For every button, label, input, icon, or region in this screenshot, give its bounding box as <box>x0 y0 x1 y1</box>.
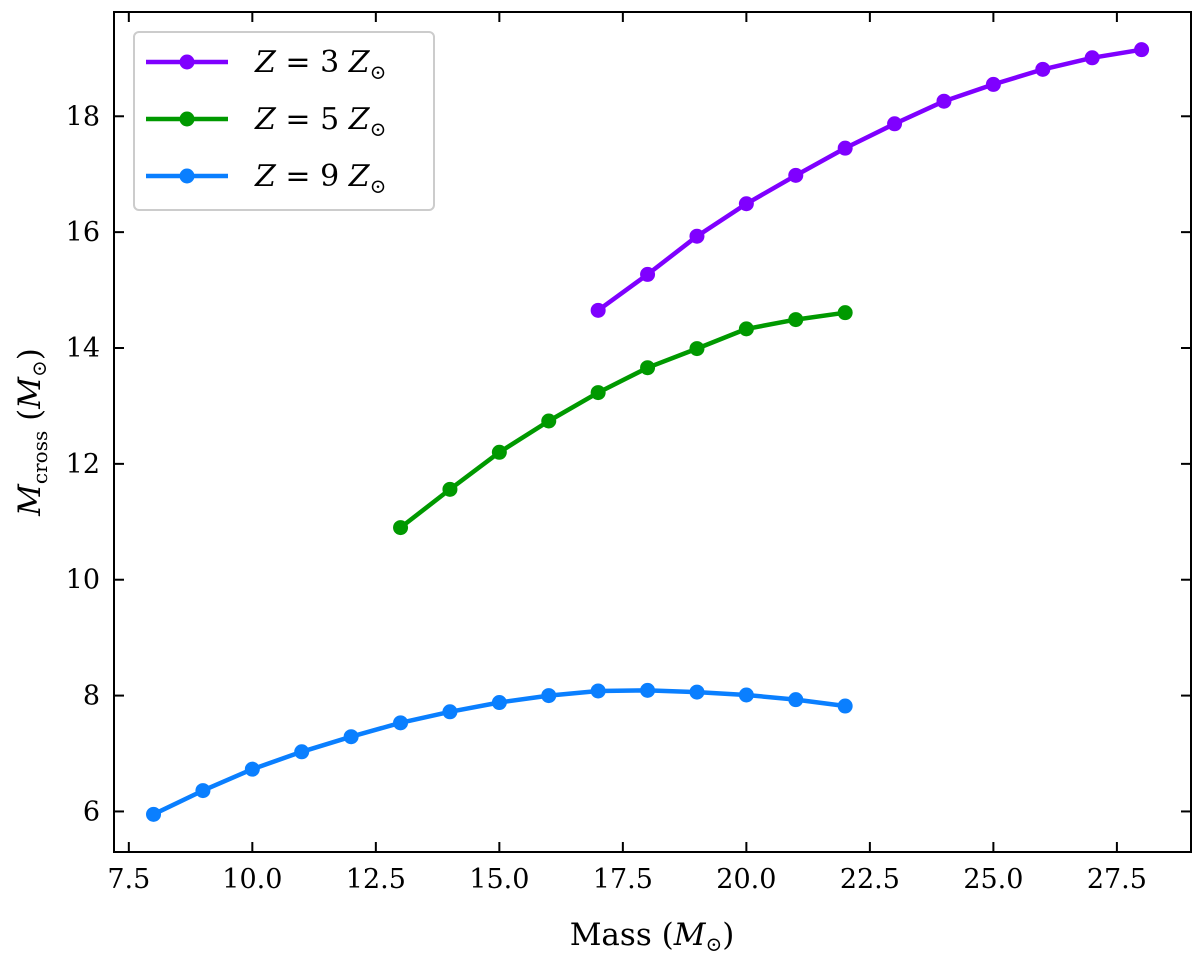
x-axis-label-sub: ⊙ <box>705 932 722 956</box>
data-point <box>837 140 853 156</box>
legend-box <box>133 31 435 211</box>
y-tick-label: 8 <box>83 681 100 712</box>
legend-marker <box>179 111 195 127</box>
x-ticks: 7.5 10.0 12.5 15.0 17.5 20.0 22.5 25.0 27.5 <box>107 12 1147 895</box>
data-point <box>1134 42 1150 58</box>
x-tick-label: 15.0 <box>469 864 529 895</box>
data-point <box>640 360 656 376</box>
series-layer <box>146 42 1150 822</box>
plot-frame <box>113 11 1192 853</box>
series-3 <box>146 682 853 822</box>
y-tick-label: 12 <box>66 449 100 480</box>
legend-label: Z = 3 Z⊙ <box>254 45 386 84</box>
x-axis-label-base: Mass ( <box>570 917 674 953</box>
data-point <box>590 683 606 699</box>
data-point <box>442 704 458 720</box>
data-point <box>640 266 656 282</box>
data-point <box>541 413 557 429</box>
data-point <box>393 520 409 536</box>
data-point <box>689 684 705 700</box>
x-tick-label: 12.5 <box>346 864 406 895</box>
data-point <box>1035 61 1051 77</box>
data-point <box>689 228 705 244</box>
data-point <box>195 783 211 799</box>
data-point <box>244 761 260 777</box>
data-point <box>491 695 507 711</box>
data-point <box>640 682 656 698</box>
legend-label: Z = 9 Z⊙ <box>254 159 386 198</box>
y-axis-label-open: ( <box>12 409 48 431</box>
y-tick-label: 14 <box>66 333 100 364</box>
legend-marker <box>179 54 195 70</box>
x-tick-label: 27.5 <box>1087 864 1147 895</box>
data-point <box>738 196 754 212</box>
data-point <box>936 93 952 109</box>
y-axis-label-close: ) <box>12 348 48 360</box>
series-line <box>595 47 1144 313</box>
data-point <box>689 341 705 357</box>
data-point <box>788 692 804 708</box>
y-tick-label: 18 <box>66 101 100 132</box>
data-point <box>146 806 162 822</box>
x-tick-label: 22.5 <box>840 864 900 895</box>
x-tick-label: 10.0 <box>222 864 282 895</box>
y-tick-label: 10 <box>66 565 100 596</box>
y-axis-label-var: M <box>12 483 48 517</box>
legend-entries: Z = 3 Z⊙ Z = 5 Z⊙ Z = 9 Z⊙ <box>146 45 386 198</box>
x-tick-label: 20.0 <box>716 864 776 895</box>
data-point <box>541 688 557 704</box>
legend-entry-2: Z = 5 Z⊙ <box>146 102 386 141</box>
y-axis-label-sub: cross <box>28 431 52 484</box>
data-point <box>887 116 903 132</box>
data-point <box>491 444 507 460</box>
data-point <box>590 302 606 318</box>
series-line <box>398 310 848 530</box>
x-axis-label-var: M <box>673 917 707 953</box>
y-axis-label: Mcross (M⊙) <box>12 348 52 517</box>
x-tick-label: 7.5 <box>107 864 150 895</box>
legend-label: Z = 5 Z⊙ <box>254 102 386 141</box>
legend-marker <box>179 168 195 184</box>
y-tick-label: 6 <box>83 796 100 827</box>
y-tick-label: 16 <box>66 217 100 248</box>
data-point <box>294 744 310 760</box>
data-point <box>393 715 409 731</box>
data-point <box>343 729 359 745</box>
x-tick-label: 25.0 <box>963 864 1023 895</box>
y-axis-label-sub2: ⊙ <box>27 360 51 377</box>
y-ticks: 6 8 10 12 14 16 18 <box>66 101 1191 827</box>
x-axis-label: Mass (M⊙) <box>570 917 735 956</box>
data-point <box>590 385 606 401</box>
data-point <box>738 321 754 337</box>
legend-entry-3: Z = 9 Z⊙ <box>146 159 386 198</box>
x-axis-label-close: ) <box>722 917 734 953</box>
data-point <box>442 481 458 497</box>
data-point <box>837 698 853 714</box>
data-point <box>985 76 1001 92</box>
legend-entry-1: Z = 3 Z⊙ <box>146 45 386 84</box>
y-axis-label-var2: M <box>12 376 48 410</box>
series-2 <box>393 305 853 536</box>
series-1 <box>590 42 1150 318</box>
x-tick-label: 17.5 <box>593 864 653 895</box>
data-point <box>837 305 853 321</box>
data-point <box>788 312 804 328</box>
data-point <box>738 687 754 703</box>
legend: Z = 3 Z⊙ Z = 5 Z⊙ Z = 9 Z⊙ <box>133 31 435 211</box>
data-point <box>1084 50 1100 66</box>
data-point <box>788 167 804 183</box>
